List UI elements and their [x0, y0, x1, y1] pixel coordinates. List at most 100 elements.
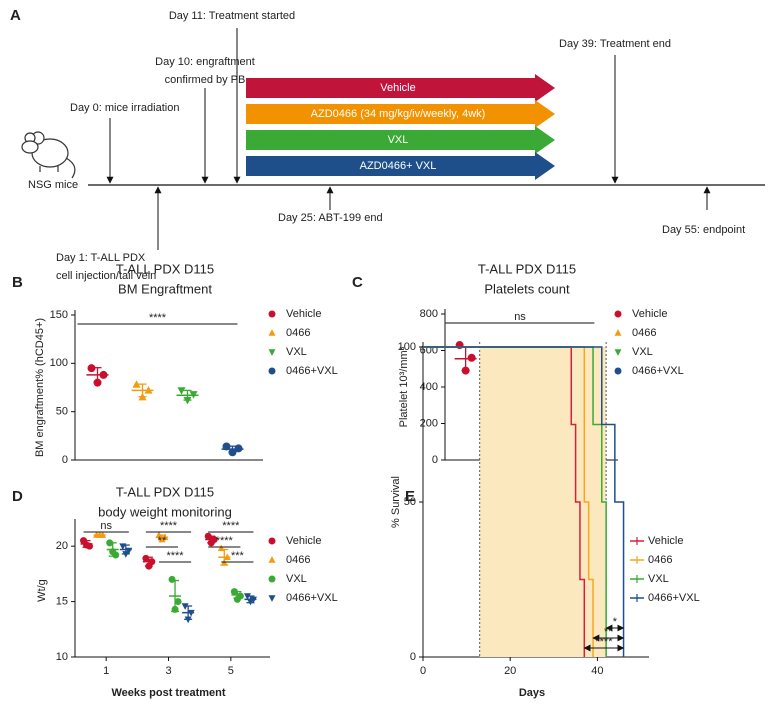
- legend-swatch: [614, 349, 622, 356]
- y-tick-label: 200: [420, 417, 438, 429]
- data-point: [171, 605, 179, 613]
- y-tick-label: 150: [50, 309, 68, 321]
- chart-subtitle: body weight monitoring: [98, 504, 232, 519]
- panel-letter: B: [12, 274, 23, 291]
- y-tick-label: 0: [432, 454, 438, 466]
- significance-label: **: [604, 626, 613, 638]
- subject-label: NSG mice: [28, 179, 78, 191]
- y-tick-label: 0: [410, 651, 416, 663]
- treatment-label: AZD0466 (34 mg/kg/iv/weekly, 4wk): [311, 108, 486, 120]
- data-point: [455, 341, 464, 350]
- data-point: [249, 596, 257, 604]
- data-point: [467, 353, 476, 362]
- y-tick-label: 0: [62, 454, 68, 466]
- data-point: [177, 387, 186, 395]
- data-point: [223, 553, 231, 561]
- data-point: [204, 532, 212, 540]
- treatment-arrow: [246, 100, 555, 128]
- chart-title: T-ALL PDX D115: [116, 484, 214, 499]
- data-point: [144, 386, 153, 394]
- legend-label: Vehicle: [648, 535, 683, 547]
- legend-swatch: [268, 310, 276, 318]
- significance-label: ns: [514, 311, 526, 323]
- y-tick-label: 50: [56, 406, 68, 418]
- significance-label: ****: [166, 550, 184, 562]
- panel-letter: A: [10, 7, 21, 24]
- event-label: Day 55: endpoint: [662, 224, 745, 236]
- y-axis-label: % Survival: [390, 476, 402, 528]
- legend-label: 0466: [632, 327, 656, 339]
- data-point: [142, 554, 150, 562]
- legend-label: VXL: [632, 346, 653, 358]
- y-tick-label: 800: [420, 308, 438, 320]
- data-point: [207, 539, 215, 547]
- panel-letter: E: [405, 488, 415, 505]
- survival-curve: [423, 346, 586, 657]
- data-point: [228, 448, 237, 457]
- survival-curve: [423, 346, 625, 657]
- y-tick-label: 600: [420, 344, 438, 356]
- event-label: confirmed by PB: [165, 74, 246, 86]
- y-axis-label: Platelet 10³/mm³: [398, 346, 410, 427]
- y-tick-label: 400: [420, 381, 438, 393]
- legend-swatch: [268, 556, 276, 563]
- x-tick-label: 20: [504, 665, 516, 677]
- data-point: [87, 364, 96, 373]
- x-tick-label: 1: [103, 665, 109, 677]
- data-point: [246, 598, 254, 606]
- legend-label: 0466+VXL: [286, 365, 338, 377]
- legend-swatch: [268, 349, 276, 356]
- legend-swatch: [614, 367, 622, 375]
- data-point: [119, 543, 127, 551]
- data-point: [183, 396, 192, 405]
- y-tick-label: 10: [56, 651, 68, 663]
- significance-label: ***: [231, 550, 245, 562]
- data-point: [138, 392, 147, 401]
- legend-label: VXL: [286, 573, 307, 585]
- y-axis-label: Wt/g: [36, 579, 48, 602]
- significance-label: *: [613, 616, 618, 628]
- data-point: [222, 442, 231, 451]
- data-point: [243, 593, 251, 600]
- x-tick-label: 40: [591, 665, 603, 677]
- legend-swatch: [614, 329, 622, 336]
- chart-title: T-ALL PDX D115: [116, 261, 214, 276]
- data-point: [155, 531, 163, 538]
- data-point: [233, 595, 241, 603]
- data-point: [109, 548, 117, 556]
- significance-label: ****: [149, 312, 167, 324]
- legend-label: VXL: [648, 573, 669, 585]
- data-point: [83, 541, 91, 549]
- legend-swatch: [614, 310, 622, 318]
- data-point: [132, 380, 141, 388]
- panel-letter: D: [12, 488, 23, 505]
- legend-label: Vehicle: [632, 308, 667, 320]
- legend-swatch: [268, 367, 276, 375]
- legend-swatch: [268, 329, 276, 336]
- y-axis-label: BM engraftment% (hCD45+): [34, 318, 46, 457]
- treatment-arrow: [246, 126, 555, 154]
- data-point: [168, 575, 176, 583]
- data-point: [230, 588, 238, 596]
- data-point: [96, 531, 104, 538]
- legend-label: 0466: [286, 327, 310, 339]
- data-point: [184, 616, 192, 624]
- significance-label: ****: [160, 520, 178, 532]
- event-label: Day 11: Treatment started: [169, 10, 295, 22]
- panel-letter: C: [352, 274, 363, 291]
- mouse-icon: [21, 131, 76, 179]
- data-point: [217, 544, 225, 552]
- y-tick-label: 100: [50, 357, 68, 369]
- x-tick-label: 3: [165, 665, 171, 677]
- x-axis-label: Days: [519, 687, 545, 699]
- legend-label: 0466: [648, 554, 672, 566]
- data-point: [106, 539, 114, 547]
- treatment-label: AZD0466+ VXL: [360, 160, 437, 172]
- event-label: Day 1: T-ALL PDX: [56, 252, 146, 264]
- legend-label: 0466+VXL: [286, 592, 338, 604]
- y-tick-label: 20: [56, 540, 68, 552]
- legend-label: 0466+VXL: [632, 365, 684, 377]
- significance-label: **: [158, 535, 167, 547]
- x-tick-label: 0: [420, 665, 426, 677]
- legend-label: 0466+VXL: [648, 592, 700, 604]
